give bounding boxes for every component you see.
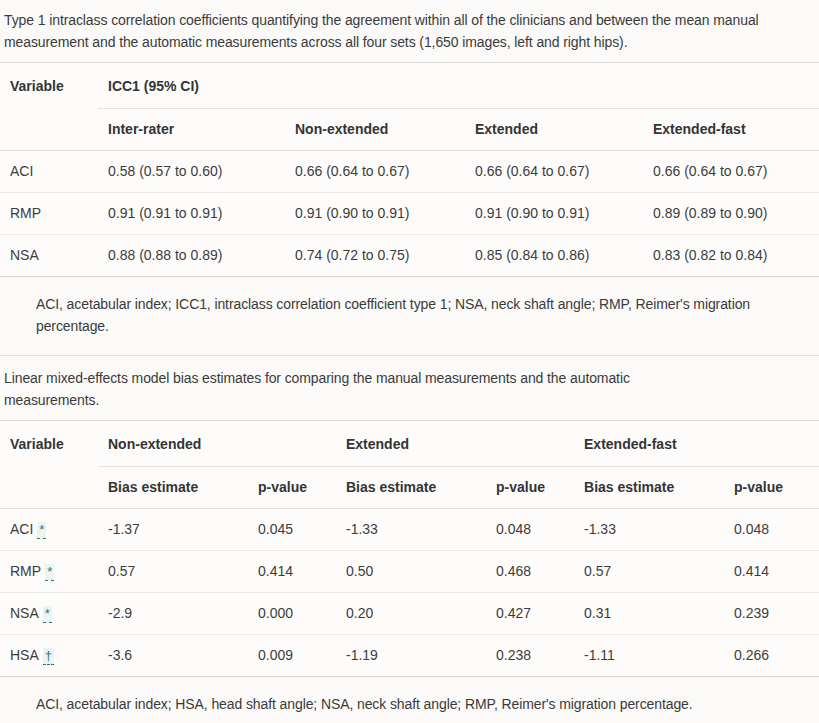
icc-table-caption: Type 1 intraclass correlation coefficien…	[0, 0, 819, 62]
cell: 0.57	[574, 551, 724, 593]
cell: 0.66 (0.64 to 0.67)	[285, 151, 465, 193]
group-header-extended-fast: Extended-fast	[574, 421, 819, 467]
column-header-variable: Variable	[0, 421, 98, 509]
cell: 0.048	[724, 509, 819, 551]
cell: -1.19	[336, 635, 486, 677]
cell: 0.414	[248, 551, 336, 593]
cell: 0.57	[98, 551, 248, 593]
cell: 0.31	[574, 593, 724, 635]
cell: -1.11	[574, 635, 724, 677]
table-row-nsa: NSA 0.88 (0.88 to 0.89) 0.74 (0.72 to 0.…	[0, 235, 819, 277]
cell: 0.266	[724, 635, 819, 677]
cell: 0.20	[336, 593, 486, 635]
icc-table-footnote: ACI, acetabular index; ICC1, intraclass …	[0, 277, 796, 355]
cell: 0.83 (0.82 to 0.84)	[643, 235, 819, 277]
cell: -1.33	[574, 509, 724, 551]
table-row-hsa: HSA† -3.6 0.009 -1.19 0.238 -1.11 0.266	[0, 635, 819, 677]
cell: 0.66 (0.64 to 0.67)	[465, 151, 643, 193]
footnote-marker-link[interactable]: *	[37, 522, 46, 539]
footnote-marker-link[interactable]: *	[43, 606, 52, 623]
cell: 0.74 (0.72 to 0.75)	[285, 235, 465, 277]
icc-table-head: Variable ICC1 (95% CI) Inter-rater Non-e…	[0, 63, 819, 151]
cell: 0.88 (0.88 to 0.89)	[98, 235, 285, 277]
cell: 0.427	[486, 593, 574, 635]
cell: 0.009	[248, 635, 336, 677]
column-header-bias-estimate: Bias estimate	[98, 467, 248, 509]
column-header-extended: Extended	[465, 109, 643, 151]
icc-table-body: ACI 0.58 (0.57 to 0.60) 0.66 (0.64 to 0.…	[0, 151, 819, 277]
cell: -1.37	[98, 509, 248, 551]
table-row-rmp: RMP* 0.57 0.414 0.50 0.468 0.57 0.414	[0, 551, 819, 593]
column-header-extended-fast: Extended-fast	[643, 109, 819, 151]
cell: 0.89 (0.89 to 0.90)	[643, 193, 819, 235]
row-label: NSA	[0, 235, 98, 277]
cell: 0.000	[248, 593, 336, 635]
row-label: HSA†	[0, 635, 98, 677]
table-row-aci: ACI* -1.37 0.045 -1.33 0.048 -1.33 0.048	[0, 509, 819, 551]
cell: 0.414	[724, 551, 819, 593]
row-label: RMP	[0, 193, 98, 235]
bias-table: Variable Non-extended Extended Extended-…	[0, 420, 819, 677]
footnote-marker-link[interactable]: *	[45, 564, 54, 581]
cell: 0.239	[724, 593, 819, 635]
header-row-sub: Bias estimate p-value Bias estimate p-va…	[0, 467, 819, 509]
icc-table: Variable ICC1 (95% CI) Inter-rater Non-e…	[0, 62, 819, 277]
column-header-inter-rater: Inter-rater	[98, 109, 285, 151]
column-header-p-value: p-value	[248, 467, 336, 509]
column-header-variable: Variable	[0, 63, 98, 151]
group-header-non-extended: Non-extended	[98, 421, 336, 467]
cell: 0.85 (0.84 to 0.86)	[465, 235, 643, 277]
bias-table-head: Variable Non-extended Extended Extended-…	[0, 421, 819, 509]
row-label: ACI*	[0, 509, 98, 551]
footnote-marker-link[interactable]: †	[43, 648, 54, 665]
column-header-bias-estimate: Bias estimate	[336, 467, 486, 509]
row-label-text: ACI	[10, 521, 33, 537]
header-row-group: Variable Non-extended Extended Extended-…	[0, 421, 819, 467]
cell: 0.91 (0.91 to 0.91)	[98, 193, 285, 235]
cell: 0.91 (0.90 to 0.91)	[285, 193, 465, 235]
column-header-non-extended: Non-extended	[285, 109, 465, 151]
bias-table-footnote: ACI, acetabular index; HSA, head shaft a…	[0, 677, 796, 723]
column-header-p-value: p-value	[486, 467, 574, 509]
cell: -3.6	[98, 635, 248, 677]
group-header-extended: Extended	[336, 421, 574, 467]
group-header-icc1: ICC1 (95% CI)	[98, 63, 819, 109]
cell: 0.238	[486, 635, 574, 677]
row-label: RMP*	[0, 551, 98, 593]
cell: 0.58 (0.57 to 0.60)	[98, 151, 285, 193]
row-label-text: RMP	[10, 563, 41, 579]
header-row-sub: Inter-rater Non-extended Extended Extend…	[0, 109, 819, 151]
row-label: NSA*	[0, 593, 98, 635]
cell: 0.91 (0.90 to 0.91)	[465, 193, 643, 235]
row-label-text: NSA	[10, 605, 39, 621]
row-label-text: HSA	[10, 647, 39, 663]
cell: 0.468	[486, 551, 574, 593]
table-row-nsa: NSA* -2.9 0.000 0.20 0.427 0.31 0.239	[0, 593, 819, 635]
column-header-bias-estimate: Bias estimate	[574, 467, 724, 509]
cell: 0.048	[486, 509, 574, 551]
cell: 0.66 (0.64 to 0.67)	[643, 151, 819, 193]
cell: 0.50	[336, 551, 486, 593]
table-row-aci: ACI 0.58 (0.57 to 0.60) 0.66 (0.64 to 0.…	[0, 151, 819, 193]
icc-section: Type 1 intraclass correlation coefficien…	[0, 0, 819, 355]
bias-table-caption: Linear mixed-effects model bias estimate…	[0, 356, 720, 420]
column-header-p-value: p-value	[724, 467, 819, 509]
cell: -2.9	[98, 593, 248, 635]
cell: -1.33	[336, 509, 486, 551]
page: { "colors": { "accent_teal": "#1e7d74", …	[0, 0, 819, 723]
cell: 0.045	[248, 509, 336, 551]
bias-section: Linear mixed-effects model bias estimate…	[0, 355, 819, 723]
bias-table-body: ACI* -1.37 0.045 -1.33 0.048 -1.33 0.048…	[0, 509, 819, 677]
header-row-group: Variable ICC1 (95% CI)	[0, 63, 819, 109]
table-row-rmp: RMP 0.91 (0.91 to 0.91) 0.91 (0.90 to 0.…	[0, 193, 819, 235]
row-label: ACI	[0, 151, 98, 193]
